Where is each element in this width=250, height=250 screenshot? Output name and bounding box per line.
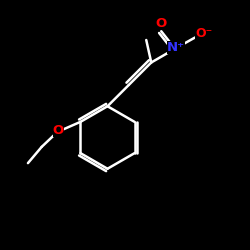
- Text: O⁻: O⁻: [195, 27, 212, 40]
- Text: O: O: [156, 17, 167, 30]
- Text: O: O: [53, 124, 64, 136]
- Text: N⁺: N⁺: [167, 41, 185, 54]
